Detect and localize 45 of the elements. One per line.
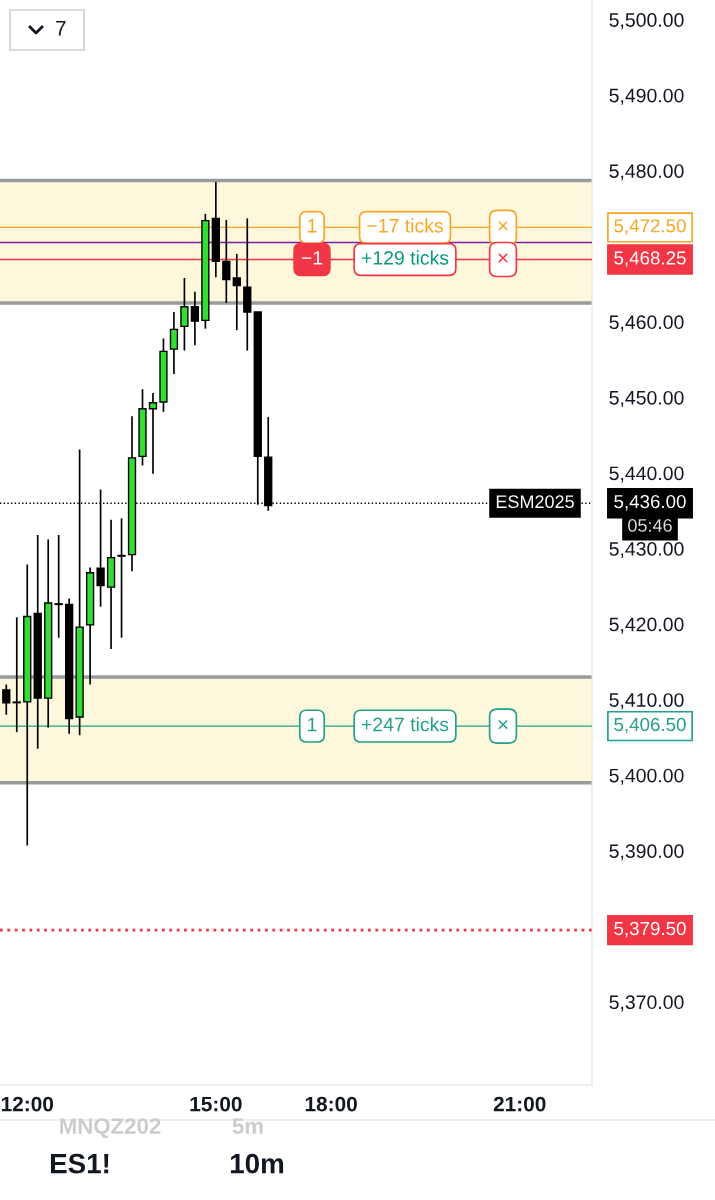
annotation: ×: [498, 253, 508, 263]
y-tick-label: 5,390.00: [609, 844, 684, 861]
annotation: −1: [301, 251, 323, 265]
x-tick-label: 12:00: [1, 1096, 54, 1112]
annotation: ×: [498, 719, 508, 730]
y-tick-label: 5,480.00: [609, 164, 684, 181]
candlestick: [148, 392, 158, 475]
y-tick-label: 5,420.00: [609, 617, 684, 634]
text: 05:46: [628, 519, 672, 532]
annotation: 1: [308, 717, 317, 732]
ref-line-label: 5,406.50: [614, 717, 686, 734]
y-tick-label: 5,490.00: [609, 88, 684, 105]
ref-line-label: 5,379.50: [614, 921, 686, 938]
candlestick: [12, 616, 21, 733]
x-tick-label: 18:00: [305, 1096, 357, 1112]
annotation: 7: [56, 21, 66, 36]
candlestick: [222, 219, 231, 304]
y-tick-label: 5,400.00: [609, 768, 684, 785]
candlestick: [2, 683, 11, 716]
x-tick-label: 15:00: [190, 1096, 242, 1112]
y-tick-label: 5,460.00: [609, 315, 684, 332]
x-tick-label: 21:00: [493, 1096, 546, 1112]
ref-line-label: 5,468.25: [614, 251, 686, 267]
text: 10m: [230, 1153, 284, 1174]
y-tick-label: 5,500.00: [609, 13, 684, 30]
y-tick-label: 5,410.00: [609, 693, 684, 710]
candlestick: [54, 534, 63, 639]
annotation: ×: [498, 221, 508, 231]
candlestick: [117, 517, 126, 639]
annotation: +129 ticks: [361, 250, 449, 265]
ref-line-label: 5,472.50: [614, 219, 686, 235]
y-tick-label: 5,440.00: [609, 466, 684, 483]
candlestick: [190, 290, 200, 347]
candlestick: [232, 253, 241, 332]
y-tick-label: 5,430.00: [609, 542, 684, 559]
annotation: 1: [308, 219, 317, 233]
annotation: ESM2025: [496, 495, 574, 509]
y-tick-label: 5,450.00: [609, 390, 684, 407]
text: ES1!: [50, 1153, 109, 1174]
candlestick: [169, 311, 179, 375]
annotation: −17 ticks: [367, 218, 443, 233]
y-tick-label: 5,370.00: [609, 995, 684, 1012]
candlestick: [180, 277, 189, 352]
annotation: +247 ticks: [361, 717, 449, 732]
ref-line-label: 5,436.00: [614, 494, 686, 511]
